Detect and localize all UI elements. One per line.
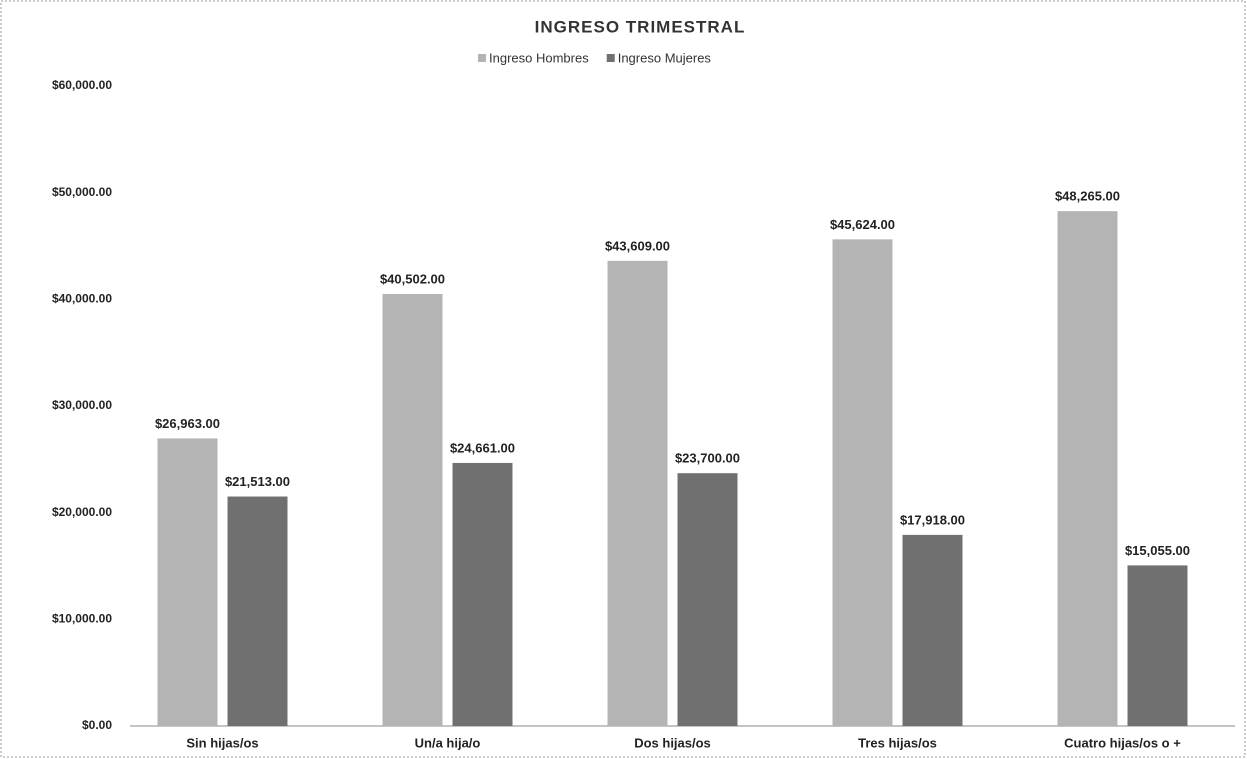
bar [1057,211,1118,726]
x-tick-label: Sin hijas/os [186,735,258,750]
y-tick-label: $50,000.00 [52,185,112,199]
value-label: $40,502.00 [380,271,445,286]
x-tick-label: Cuatro hijas/os o + [1064,735,1181,750]
bar [607,260,668,726]
value-label: $23,700.00 [675,451,740,466]
bar [902,534,963,726]
legend-swatch [478,54,486,62]
chart-title: INGRESO TRIMESTRAL [535,17,746,36]
bar [677,473,738,726]
y-tick-label: $60,000.00 [52,78,112,92]
y-tick-label: $0.00 [82,718,112,732]
value-label: $17,918.00 [900,512,965,527]
bar [157,438,218,726]
x-tick-label: Un/a hija/o [415,735,481,750]
y-tick-label: $40,000.00 [52,292,112,306]
bar [227,496,288,726]
bar [832,239,893,726]
value-label: $45,624.00 [830,217,895,232]
x-tick-label: Tres hijas/os [858,735,937,750]
bar [1127,565,1188,726]
y-tick-label: $10,000.00 [52,612,112,626]
value-label: $21,513.00 [225,474,290,489]
y-tick-label: $20,000.00 [52,505,112,519]
value-label: $24,661.00 [450,440,515,455]
bar [382,293,443,726]
y-tick-label: $30,000.00 [52,398,112,412]
value-label: $15,055.00 [1125,543,1190,558]
legend-label: Ingreso Mujeres [618,50,712,65]
legend-label: Ingreso Hombres [489,50,589,65]
bar [452,462,513,726]
value-label: $26,963.00 [155,416,220,431]
value-label: $43,609.00 [605,238,670,253]
legend-swatch [606,54,615,62]
x-tick-label: Dos hijas/os [634,735,711,750]
value-label: $48,265.00 [1055,189,1120,204]
